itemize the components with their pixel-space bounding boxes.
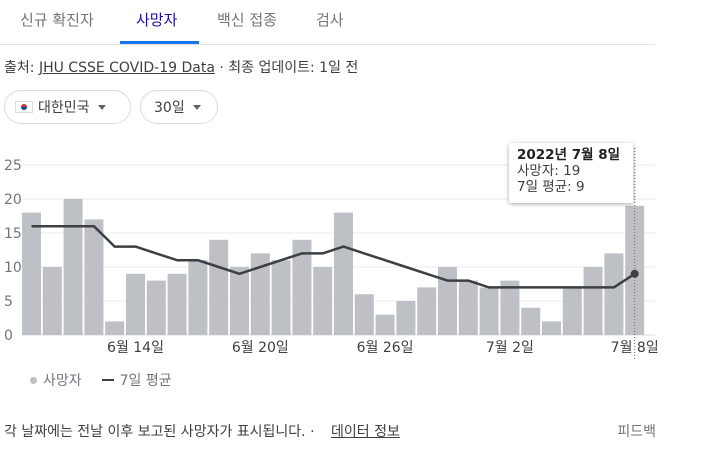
bar[interactable] — [271, 260, 291, 335]
bar[interactable] — [583, 267, 603, 335]
x-tick-label: 6월 20일 — [232, 340, 289, 356]
legend-avg-label: 7일 평균 — [119, 373, 172, 389]
x-tick-label: 6월 26일 — [357, 340, 414, 356]
y-tick-label: 10 — [4, 260, 22, 276]
bar[interactable] — [562, 287, 582, 335]
data-info-link[interactable]: 데이터 정보 — [330, 424, 400, 440]
bar[interactable] — [84, 219, 104, 335]
legend-line-swatch — [101, 379, 114, 381]
source-prefix: 출처: — [4, 60, 39, 76]
tab-new-cases[interactable]: 신규 확진자 — [20, 11, 94, 29]
footer-note: 각 날짜에는 전날 이후 보고된 사망자가 표시됩니다. · — [4, 424, 315, 440]
avg-point — [630, 269, 639, 278]
y-tick-label: 15 — [4, 226, 22, 242]
y-tick-label: 5 — [4, 294, 13, 310]
bar[interactable] — [334, 212, 353, 335]
avg-line — [31, 224, 636, 289]
bar[interactable] — [230, 267, 249, 335]
bar[interactable] — [209, 239, 229, 335]
legend-bar-swatch — [30, 376, 37, 384]
period-label: 30일 — [154, 100, 185, 116]
source-link[interactable]: JHU CSSE COVID-19 Data — [38, 60, 215, 76]
bar[interactable] — [63, 199, 83, 335]
bar[interactable] — [126, 273, 145, 335]
x-tick-label: 7월 8일 — [611, 340, 659, 356]
tooltip-date: 2022년 7월 8일 — [517, 147, 621, 163]
bar[interactable] — [313, 267, 333, 335]
bar[interactable] — [438, 267, 457, 335]
bar[interactable] — [188, 260, 208, 335]
tab-deaths[interactable]: 사망자 — [136, 11, 178, 29]
tab-bar: 신규 확진자 사망자 백신 접종 검사 — [0, 0, 655, 45]
deaths-chart[interactable]: 0 5 10 15 20 25 6월 14일 6월 20일 6월 26일 7월 2일 7월 8일 — [0, 0, 703, 360]
bar[interactable] — [542, 321, 561, 335]
source-updated: · 최종 업데이트: 1일 전 — [214, 60, 359, 76]
source-line: 출처: JHU CSSE COVID-19 Data · 최종 업데이트: 1일… — [4, 57, 358, 77]
bar[interactable] — [375, 314, 395, 335]
bar[interactable] — [479, 287, 499, 335]
tooltip-average: 7일 평균: 9 — [517, 179, 585, 195]
legend-deaths-label: 사망자 — [43, 373, 82, 389]
bar[interactable] — [500, 280, 520, 335]
bar[interactable] — [292, 239, 312, 335]
bar[interactable] — [521, 307, 541, 335]
tab-tests[interactable]: 검사 — [316, 11, 344, 29]
region-label: 대한민국 — [38, 100, 90, 116]
feedback-link[interactable]: 피드백 — [617, 424, 656, 440]
bar[interactable] — [417, 287, 437, 335]
chart-legend: 사망자 7일 평균 — [30, 370, 172, 390]
bar[interactable] — [396, 301, 416, 335]
chevron-down-icon — [97, 104, 106, 110]
korea-flag-icon — [15, 101, 33, 113]
chevron-down-icon — [192, 104, 201, 110]
y-tick-label: 0 — [4, 328, 13, 344]
region-dropdown[interactable]: 대한민국 — [4, 90, 131, 124]
bar[interactable] — [250, 253, 270, 335]
tooltip-deaths: 사망자: 19 — [517, 163, 581, 179]
footer: 각 날짜에는 전날 이후 보고된 사망자가 표시됩니다. · 데이터 정보 피드… — [4, 421, 656, 441]
bar[interactable] — [604, 253, 624, 335]
bar[interactable] — [42, 267, 62, 335]
bar[interactable] — [146, 280, 166, 335]
y-tick-label: 20 — [4, 192, 22, 208]
period-dropdown[interactable]: 30일 — [140, 90, 218, 124]
tab-vaccinations[interactable]: 백신 접종 — [217, 11, 277, 29]
bar[interactable] — [167, 273, 187, 335]
bar[interactable] — [105, 321, 125, 335]
bar[interactable] — [22, 212, 41, 335]
active-tab-indicator — [120, 41, 199, 44]
x-tick-label: 6월 14일 — [107, 340, 164, 356]
chart-tooltip: 2022년 7월 8일 사망자: 19 7일 평균: 9 — [509, 143, 633, 203]
bar[interactable] — [354, 294, 374, 335]
y-tick-label: 25 — [4, 158, 22, 174]
bar[interactable] — [458, 280, 478, 335]
x-tick-label: 7월 2일 — [486, 340, 534, 356]
